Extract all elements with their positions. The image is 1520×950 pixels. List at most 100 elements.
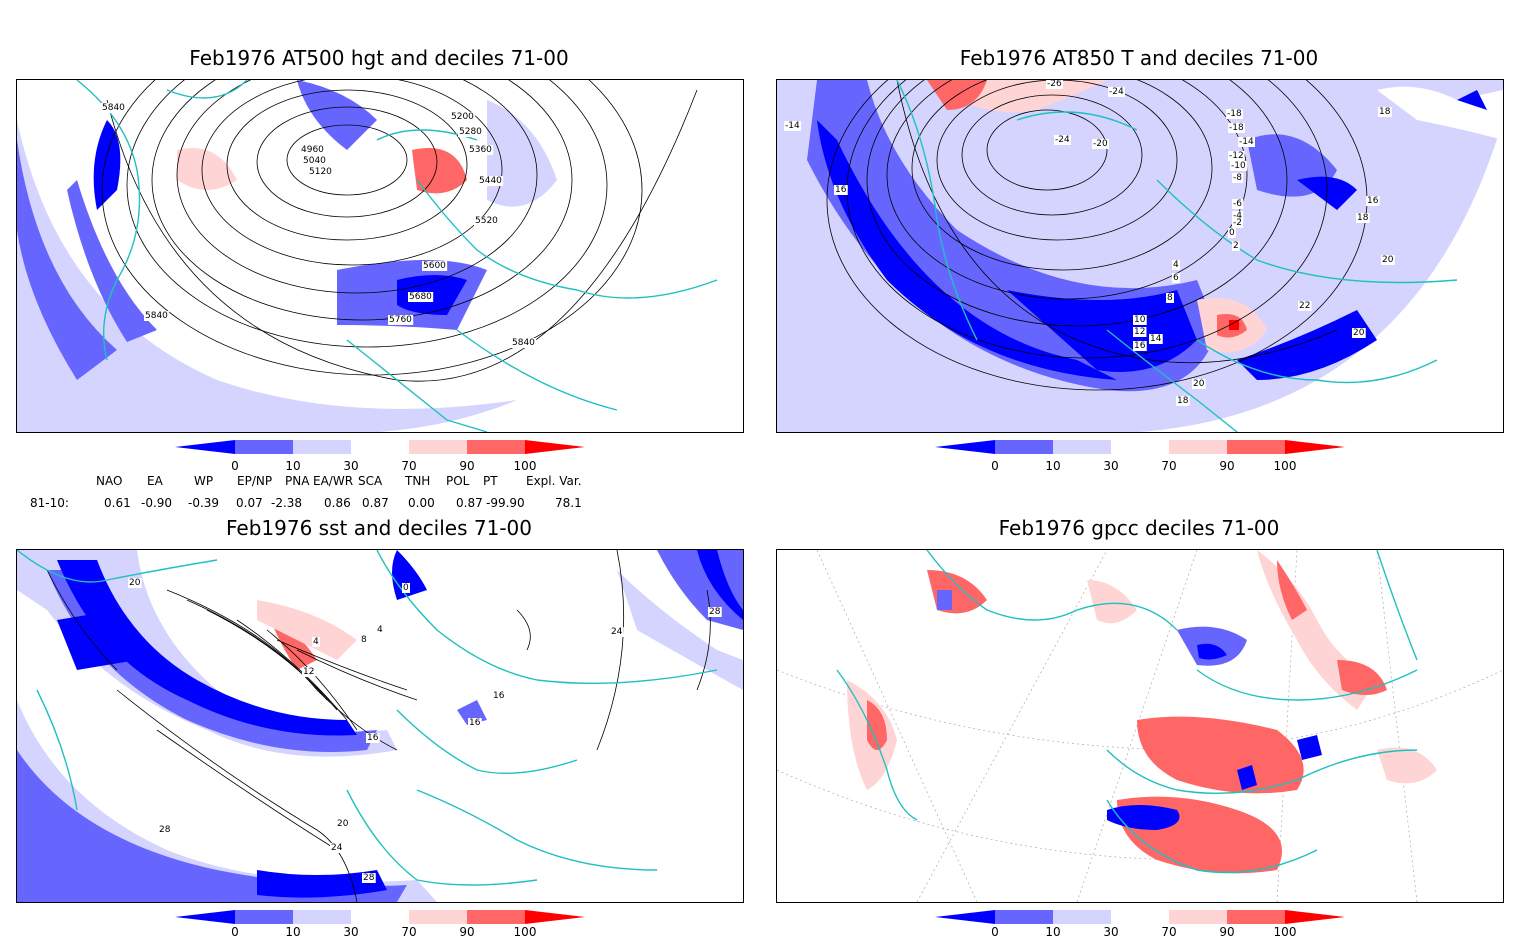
contour-label-bg	[1352, 328, 1366, 338]
contour-label-bg	[834, 185, 848, 195]
contour-label-bg	[458, 127, 484, 137]
cb-seg-4	[1169, 440, 1227, 454]
contour-label: -14	[785, 121, 800, 131]
contour-label-bg	[1133, 327, 1147, 337]
contour-label: 2	[1233, 241, 1239, 251]
cb-tick: 100	[1273, 459, 1297, 473]
contour-label-bg	[300, 145, 326, 155]
contour-labels-p3: 20 0 4 8 12 4 16 16 16 24 28 20 24 28 28	[128, 578, 722, 883]
contour-label: 5840	[145, 311, 168, 321]
contour-label-bg	[388, 315, 414, 325]
contour-label-bg	[511, 338, 537, 348]
cb-tick: 90	[1219, 925, 1235, 939]
contour-label: 4	[377, 625, 383, 635]
idx-header-eawr: EA/WR	[313, 474, 354, 488]
idx-value-tnh: 0.00	[408, 496, 435, 510]
contour-label-bg	[1298, 301, 1312, 311]
contour-label: 5040	[303, 156, 326, 166]
cb-seg-3	[351, 440, 409, 454]
contour-label-bg	[1228, 228, 1236, 238]
cb-tick: 90	[459, 459, 475, 473]
contour-label: -18	[1229, 123, 1244, 133]
contour-label-bg	[784, 121, 801, 131]
contour-label-bg	[144, 311, 170, 321]
contour-label-bg	[1149, 334, 1163, 344]
contour-label-bg	[1378, 107, 1392, 117]
contour-label-bg	[336, 819, 350, 829]
contour-label: -2	[1233, 218, 1242, 228]
contour-label-bg	[474, 216, 500, 226]
idx-value-nao: 0.61	[104, 496, 131, 510]
contour-label: 5520	[475, 216, 498, 226]
contour-label-bg	[128, 578, 142, 588]
contour-label: 16	[835, 185, 847, 195]
contour-label: 16	[1367, 196, 1379, 206]
panel-title-gpcc: Feb1976 gpcc deciles 71-00	[998, 516, 1280, 540]
contour-label: 18	[1357, 213, 1369, 223]
cb-seg-6	[1285, 440, 1345, 454]
idx-value-pna: -2.38	[271, 496, 303, 510]
cb-tick: 100	[1273, 925, 1297, 939]
cb-tick: 70	[401, 925, 417, 939]
colorbar-p4: 0 10 30 70 90 100	[935, 910, 1355, 950]
cb-tick: 100	[513, 459, 537, 473]
cb-seg-1	[995, 440, 1053, 454]
idx-value-epnp: 0.07	[236, 496, 263, 510]
idx-header-wp: WP	[194, 474, 214, 488]
contour-label: 14	[1150, 334, 1162, 344]
contour-label-bg	[1232, 173, 1244, 183]
contour-label-bg	[330, 843, 344, 853]
contour-label-bg	[402, 583, 410, 593]
contour-label-bg	[478, 176, 504, 186]
contour-label: 5120	[309, 167, 332, 177]
contour-label-bg	[1108, 87, 1125, 97]
cb-seg-5	[1227, 440, 1285, 454]
contour-label: -6	[1233, 199, 1242, 209]
contour-label-bg	[1092, 139, 1109, 149]
contour-label: 24	[611, 627, 623, 637]
contour-label: -12	[1229, 151, 1244, 161]
idx-header-explvar: Expl. Var.	[526, 474, 582, 488]
cb-tick: 10	[1045, 459, 1061, 473]
idx-header-pol: POL	[446, 474, 470, 488]
contour-label-bg	[312, 637, 320, 647]
cb-seg-1	[235, 440, 293, 454]
contour-label: 12	[303, 667, 314, 677]
contour-label: 12	[1134, 327, 1145, 337]
contour-label-bg	[362, 873, 376, 883]
contour-label: 5360	[469, 145, 492, 155]
contour-label-bg	[158, 825, 172, 835]
contour-label-bg	[366, 733, 380, 743]
map-at500: 5840 5840 4960 5040 5120 5200 5280 5360 …	[16, 79, 744, 433]
map-at850-svg: -14 16 -26 -24 -24 -20 -18 -18 -14 -12 -…	[777, 80, 1503, 432]
colorbar-p2-svg	[935, 440, 1345, 454]
cb-tick: 30	[1103, 459, 1119, 473]
contour-label: 10	[1134, 315, 1146, 325]
cb-seg-3	[1111, 910, 1169, 924]
contour-label-bg	[468, 145, 494, 155]
cb-tick: 100	[513, 925, 537, 939]
contour-label-bg	[1381, 255, 1395, 265]
contour-label-bg	[308, 167, 334, 177]
map-at850: -14 16 -26 -24 -24 -20 -18 -18 -14 -12 -…	[776, 79, 1504, 433]
idx-value-explvar: 78.1	[555, 496, 582, 510]
contour-label-bg	[450, 112, 476, 122]
contour-label: 5760	[389, 315, 412, 325]
contour-label: 5440	[479, 176, 502, 186]
contour-label-bg	[1356, 213, 1370, 223]
cb-tick: 10	[1045, 925, 1061, 939]
cb-tick: 0	[991, 925, 999, 939]
idx-value-wp: -0.39	[188, 496, 220, 510]
contour-label-bg	[1172, 260, 1180, 270]
cb-seg-0	[175, 910, 235, 924]
cb-tick: 90	[1219, 459, 1235, 473]
contour-label-bg	[1176, 396, 1190, 406]
contour-label: 20	[337, 819, 349, 829]
contour-label-bg	[101, 103, 127, 113]
teleconnection-indices: NAO EA WP EP/NP PNA EA/WR SCA TNH POL PT…	[28, 474, 748, 514]
colorbar-p1: 0 10 30 70 90 100	[175, 440, 595, 480]
contour-label: 5280	[459, 127, 482, 137]
cb-seg-0	[935, 440, 995, 454]
map-sst: 20 0 4 8 12 4 16 16 16 24 28 20 24 28 28	[16, 549, 744, 903]
contour-label: -24	[1109, 87, 1124, 97]
